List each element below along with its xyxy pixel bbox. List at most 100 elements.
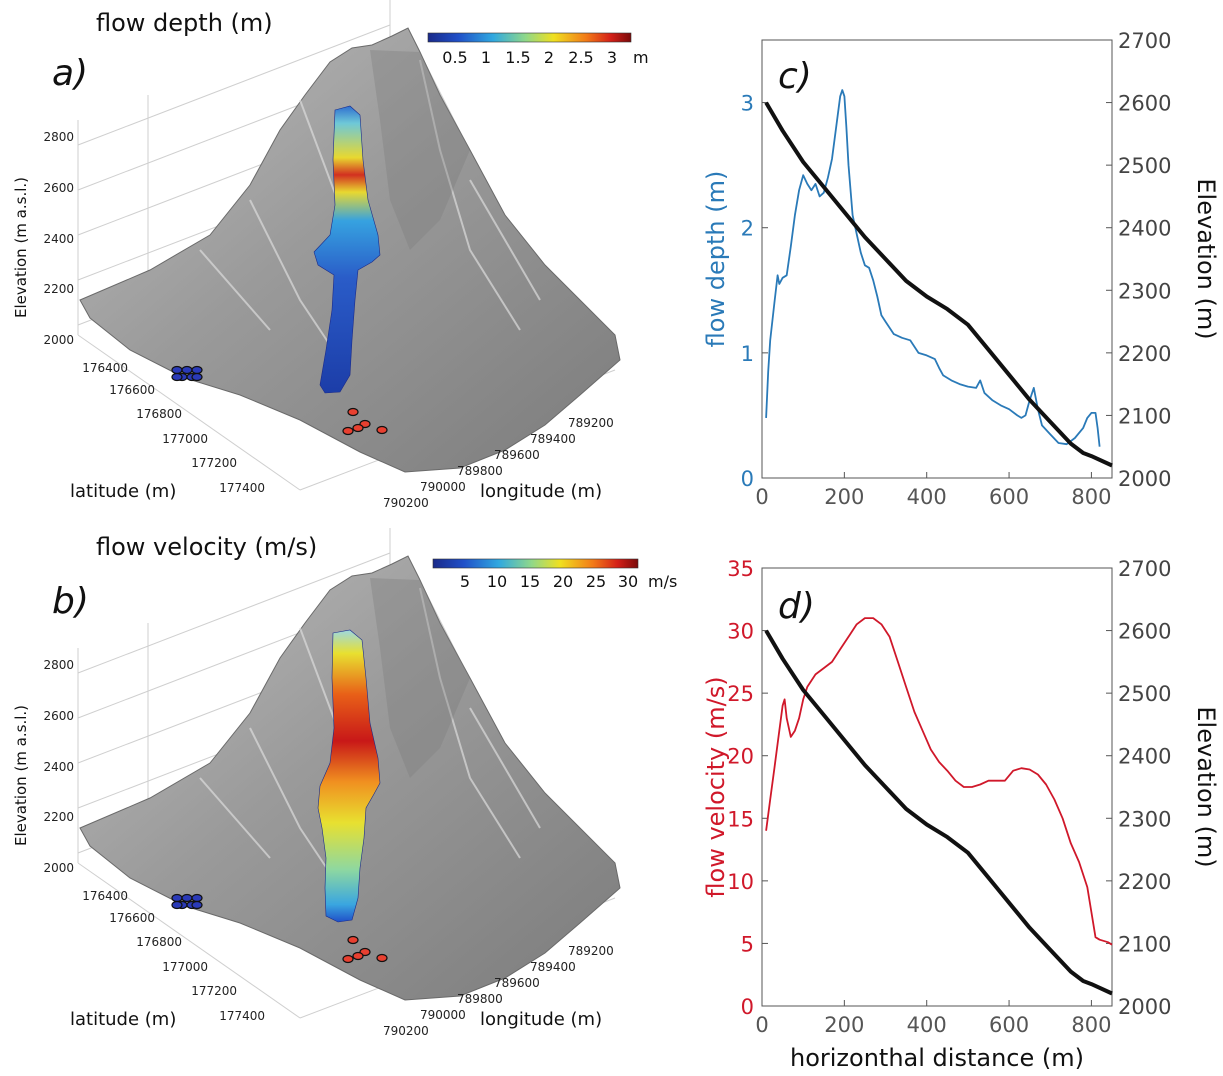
x-tick-label: 0: [755, 485, 768, 509]
terrain-ridge: [199, 59, 541, 361]
colorbar-tick: 2: [544, 48, 554, 67]
colorbar-tick: 1.5: [505, 48, 530, 67]
y-right-tick-label: 2600: [1118, 92, 1171, 116]
colorbar-unit: m/s: [648, 572, 677, 591]
lat-tick: 177400: [219, 1009, 265, 1023]
colorbar-tick: 30: [618, 572, 638, 591]
lat-tick: 176400: [82, 361, 128, 375]
y-right-tick-label: 2100: [1118, 404, 1171, 428]
y-left-tick-label: 0: [741, 995, 754, 1019]
lat-tick: 176400: [82, 889, 128, 903]
y-left-tick-label: 2: [741, 217, 754, 241]
colorbar-ticks: 5 10 15 20 25 30 m/s: [460, 572, 677, 591]
lon-tick-labels: 789200 789400 789600 789800 790000 79020…: [383, 416, 614, 510]
elev-tick-labels: 2000 2200 2400 2600 2800: [43, 658, 74, 875]
lon-tick: 790200: [383, 1024, 429, 1038]
lon-tick: 789800: [457, 464, 503, 478]
x-tick-label: 400: [907, 485, 947, 509]
chart-panel-d: 0 200 400 600 800 0 5 10 15 20 25 30 35 2000 2100 2200 2…: [702, 557, 1220, 1072]
plot-frame: [761, 39, 1113, 479]
colorbar-tick: 1: [481, 48, 491, 67]
lat-tick: 176800: [136, 935, 182, 949]
longitude-axis-label: longitude (m): [480, 1009, 602, 1030]
elev-tick: 2200: [43, 282, 74, 296]
elev-tick: 2000: [43, 861, 74, 875]
elevation-axis-label: Elevation (m a.s.l.): [12, 705, 30, 846]
elev-tick: 2600: [43, 709, 74, 723]
x-tick-label: 800: [1071, 485, 1111, 509]
flow-footprint: [313, 105, 381, 394]
y-left-tick-label: 25: [727, 682, 754, 706]
lon-tick: 789600: [494, 976, 540, 990]
terrain-ridge: [199, 587, 541, 889]
red-sensor-group: [342, 935, 388, 964]
y-right-tick-label: 2200: [1118, 342, 1171, 366]
x-tick-label: 0: [755, 1013, 768, 1037]
x-tick-label: 600: [989, 1013, 1029, 1037]
lon-tick: 790200: [383, 496, 429, 510]
lon-tick-labels: 789200 789400 789600 789800 790000 79020…: [383, 944, 614, 1038]
flow-footprint: [317, 629, 381, 923]
y-right-tick-label: 2400: [1118, 217, 1171, 241]
colorbar-tick: 15: [520, 572, 540, 591]
y-right-tick-label: 2000: [1118, 995, 1171, 1019]
chart-panel-c: 0 200 400 600 800 0 1 2 3 2000 2100 2200 2300 2400 250…: [702, 29, 1220, 509]
elevation-series-line: [764, 101, 1113, 468]
terrain-shade: [370, 50, 470, 250]
map3d-panel-b: 2000 2200 2400 2600 2800 Elevation (m a.…: [12, 528, 677, 1038]
panel-label: d): [778, 586, 815, 627]
y-right-tick-label: 2500: [1118, 154, 1171, 178]
lat-tick: 177200: [191, 456, 237, 470]
elev-tick: 2400: [43, 232, 74, 246]
elev-tick: 2800: [43, 130, 74, 144]
colorbar-ticks: 0.5 1 1.5 2 2.5 3 m: [442, 48, 648, 67]
longitude-axis-label: longitude (m): [480, 481, 602, 502]
x-tick-label: 400: [907, 1013, 947, 1037]
colorbar-tick: 25: [586, 572, 606, 591]
lon-tick: 789600: [494, 448, 540, 462]
terrain-shade: [370, 578, 470, 778]
elev-tick: 2000: [43, 333, 74, 347]
flow-series-line: [765, 89, 1101, 447]
flow-series-line: [765, 617, 1113, 946]
y-right-tick-label: 2700: [1118, 557, 1171, 581]
colorbar-tick: 20: [553, 572, 573, 591]
elev-tick: 2400: [43, 760, 74, 774]
blue-sensor-group: [171, 893, 203, 910]
y-left-tick-label: 15: [727, 807, 754, 831]
y-right-tick-label: 2600: [1118, 620, 1171, 644]
x-axis-label: horizonthal distance (m): [790, 1044, 1084, 1072]
y-left-tick-label: 0: [741, 467, 754, 491]
latitude-axis-label: latitude (m): [70, 1009, 176, 1030]
x-tick-label: 600: [989, 485, 1029, 509]
y-left-tick-label: 35: [727, 557, 754, 581]
elev-tick: 2600: [43, 181, 74, 195]
lon-tick: 789400: [530, 960, 576, 974]
colorbar-tick: 10: [487, 572, 507, 591]
y-right-tick-label: 2300: [1118, 807, 1171, 831]
map-title: flow velocity (m/s): [96, 533, 317, 561]
elevation-axis-label: Elevation (m a.s.l.): [12, 177, 30, 318]
y-right-tick-label: 2000: [1118, 467, 1171, 491]
y-right-axis-label: Elevation (m): [1192, 178, 1220, 339]
lon-tick: 789400: [530, 432, 576, 446]
plot-frame: [761, 567, 1113, 1007]
lon-tick: 789200: [568, 944, 614, 958]
y-right-tick-label: 2400: [1118, 745, 1171, 769]
y-left-tick-label: 20: [727, 745, 754, 769]
y-left-tick-label: 3: [741, 92, 754, 116]
colorbar-unit: m: [633, 48, 649, 67]
lat-tick: 176600: [109, 911, 155, 925]
map3d-panel-a: 2000 2200 2400 2600 2800 Elevation (m a.…: [12, 0, 649, 510]
blue-sensor-group: [171, 365, 203, 382]
elev-tick: 2800: [43, 658, 74, 672]
y-right-axis-label: Elevation (m): [1192, 706, 1220, 867]
map-title: flow depth (m): [96, 9, 273, 37]
x-tick-label: 800: [1071, 1013, 1111, 1037]
lat-tick: 177000: [162, 432, 208, 446]
elevation-series-line: [764, 629, 1113, 996]
y-left-tick-label: 30: [727, 620, 754, 644]
y-left-axis-label: flow velocity (m/s): [702, 676, 730, 897]
lon-tick: 790000: [420, 480, 466, 494]
